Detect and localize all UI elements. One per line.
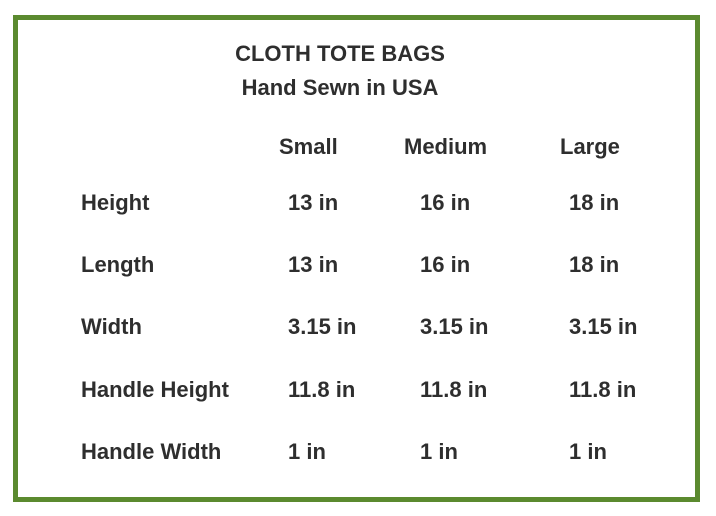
chart-title: CLOTH TOTE BAGS — [235, 41, 445, 66]
cell-medium: 1 in — [420, 439, 458, 464]
cell-large: 1 in — [569, 439, 607, 464]
cell-medium: 11.8 in — [420, 377, 488, 402]
row-label: Width — [81, 314, 142, 339]
row-label: Handle Width — [81, 439, 222, 464]
cell-large: 3.15 in — [569, 314, 638, 339]
column-header-large: Large — [560, 134, 620, 159]
cell-medium: 3.15 in — [420, 314, 489, 339]
cell-medium: 16 in — [420, 252, 471, 277]
cell-small: 11.8 in — [288, 377, 356, 402]
size-chart-frame — [13, 15, 700, 502]
column-header-small: Small — [279, 134, 338, 159]
row-label: Height — [81, 190, 150, 215]
row-label: Handle Height — [81, 377, 229, 402]
chart-subtitle: Hand Sewn in USA — [241, 75, 439, 100]
cell-small: 13 in — [288, 252, 339, 277]
cell-medium: 16 in — [420, 190, 471, 215]
cell-small: 3.15 in — [288, 314, 357, 339]
column-header-medium: Medium — [404, 134, 488, 159]
cell-small: 13 in — [288, 190, 339, 215]
row-label: Length — [81, 252, 155, 277]
cell-small: 1 in — [288, 439, 326, 464]
cell-large: 18 in — [569, 252, 620, 277]
cell-large: 11.8 in — [569, 377, 637, 402]
cell-large: 18 in — [569, 190, 620, 215]
